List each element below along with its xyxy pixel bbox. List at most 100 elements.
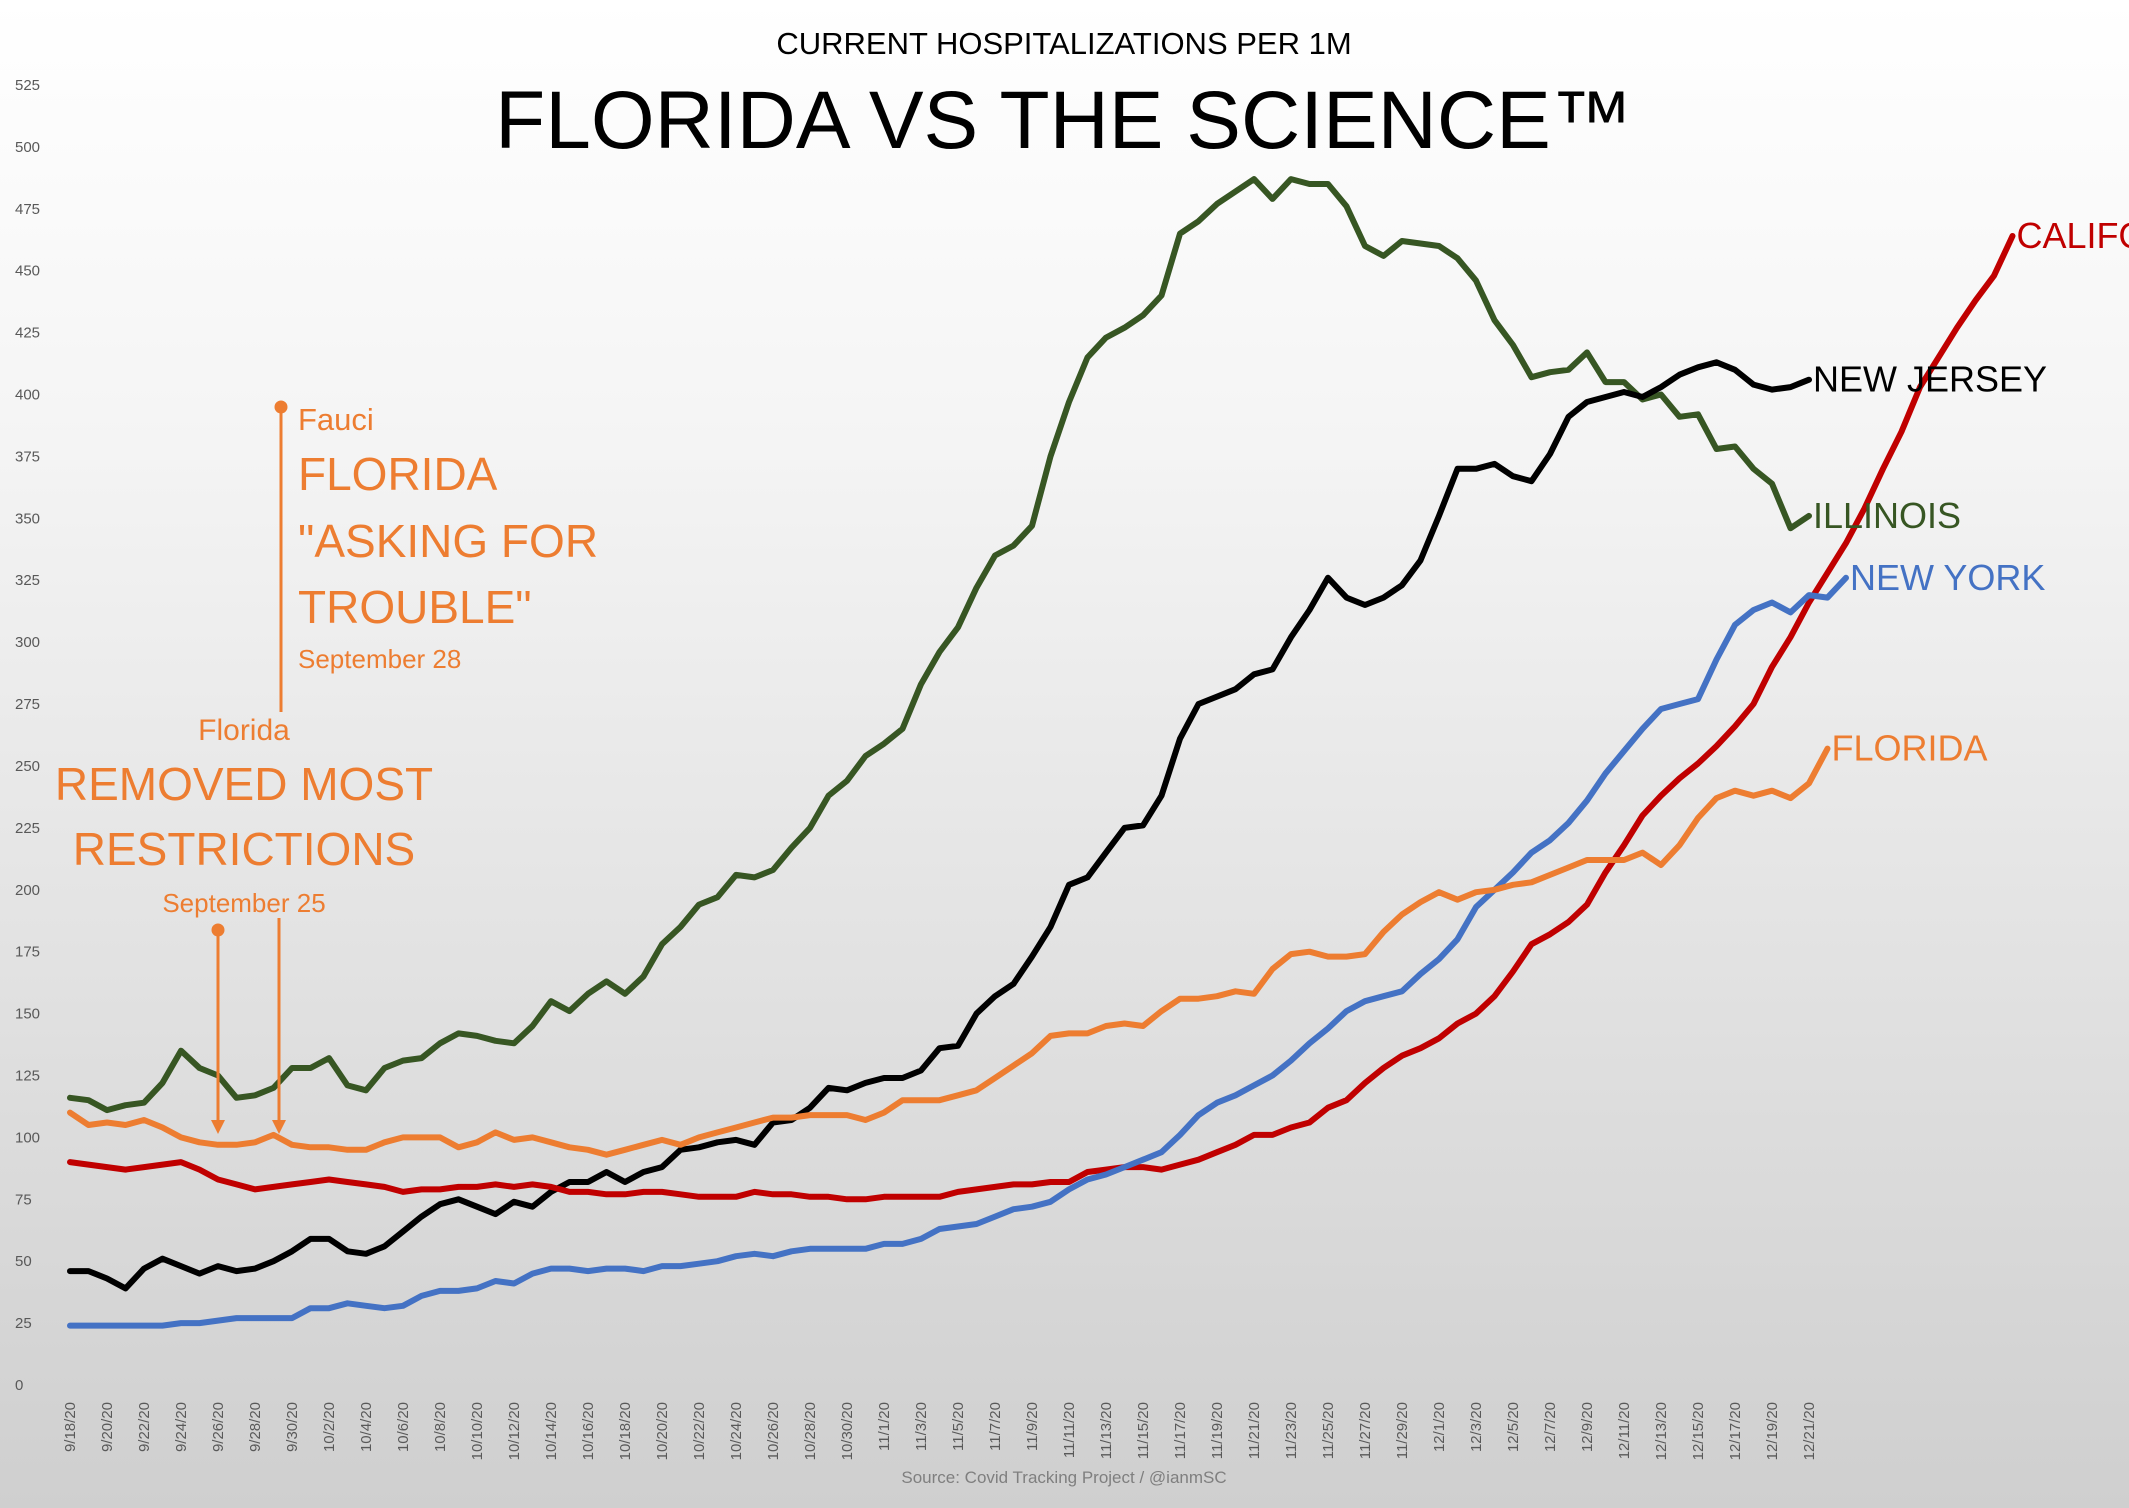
y-tick-label: 125 (15, 1067, 40, 1084)
series-label-california: CALIFORNIA (2017, 215, 2129, 256)
x-tick-label: 11/27/20 (1357, 1402, 1374, 1459)
y-tick-label: 25 (15, 1315, 32, 1332)
x-tick-label: 10/4/20 (358, 1402, 375, 1452)
x-tick-label: 11/17/20 (1172, 1402, 1189, 1459)
y-tick-label: 100 (15, 1129, 40, 1146)
y-tick-label: 175 (15, 944, 40, 961)
y-tick-label: 375 (15, 448, 40, 465)
x-tick-label: 10/20/20 (654, 1402, 671, 1460)
x-tick-label: 12/7/20 (1542, 1402, 1559, 1452)
x-tick-label: 9/26/20 (210, 1402, 227, 1452)
annotation-florida-caps: FLORIDA (298, 448, 498, 500)
x-tick-label: 11/13/20 (1098, 1402, 1115, 1459)
x-tick-label: 11/21/20 (1246, 1402, 1263, 1459)
x-tick-label: 12/5/20 (1505, 1402, 1522, 1452)
annotation-date-sep28: September 28 (298, 644, 461, 674)
series-labels: ILLINOIS NEW JERSEY CALIFORNIA NEW YORK FLOR… (1813, 215, 2129, 769)
y-tick-label: 325 (15, 572, 40, 589)
arrow-sep28-head (272, 1120, 286, 1134)
annotation-fauci: Fauci FLORIDA "ASKING FOR TROUBLE" Septe… (298, 402, 598, 674)
y-tick-label: 250 (15, 758, 40, 775)
y-tick-label: 425 (15, 325, 40, 342)
series-label-florida: FLORIDA (1832, 728, 1988, 769)
y-tick-label: 300 (15, 634, 40, 651)
x-tick-label: 11/1/20 (876, 1402, 893, 1451)
series-line-new-york (67, 574, 1849, 1329)
chart-subtitle: CURRENT HOSPITALIZATIONS PER 1M (776, 26, 1351, 61)
annotation-arrows (211, 400, 288, 1134)
y-tick-label: 50 (15, 1253, 32, 1270)
x-tick-label: 10/24/20 (728, 1402, 745, 1460)
arrow-sep25-dot (211, 923, 225, 937)
y-tick-label: 350 (15, 510, 40, 527)
y-tick-label: 0 (15, 1377, 23, 1394)
x-tick-label: 11/9/20 (1024, 1402, 1041, 1451)
annotation-asking-for: "ASKING FOR (298, 515, 598, 567)
x-tick-label: 12/17/20 (1727, 1402, 1744, 1460)
series-line-california (67, 233, 2016, 1203)
x-tick-label: 12/3/20 (1468, 1402, 1485, 1452)
annotation-fauci-label: Fauci (298, 402, 374, 437)
x-tick-label: 11/11/20 (1061, 1402, 1078, 1458)
x-tick-label: 12/1/20 (1431, 1402, 1448, 1452)
x-tick-label: 11/25/20 (1320, 1402, 1337, 1459)
x-tick-label: 10/10/20 (469, 1402, 486, 1460)
y-axis: 0 25 50 75 100 125 150 175 200 225 250 275 300 325 350… (15, 77, 40, 1394)
x-axis: 9/18/20 9/20/20 9/22/20 9/24/20 9/26/20 9/28/… (62, 1402, 1818, 1460)
x-tick-label: 9/24/20 (173, 1402, 190, 1452)
y-tick-label: 525 (15, 77, 40, 94)
annotation-removed-most: REMOVED MOST (55, 758, 433, 810)
y-tick-label: 475 (15, 201, 40, 218)
x-tick-label: 11/7/20 (987, 1402, 1004, 1451)
x-tick-label: 10/8/20 (432, 1402, 449, 1452)
series-line-florida (67, 745, 1831, 1158)
x-tick-label: 12/11/20 (1616, 1402, 1633, 1459)
series-label-new-jersey: NEW JERSEY (1813, 359, 2047, 400)
arrow-fauci-dot (274, 400, 288, 414)
x-tick-label: 11/19/20 (1209, 1402, 1226, 1459)
series-label-illinois: ILLINOIS (1813, 495, 1961, 536)
series-label-new-york: NEW YORK (1850, 557, 2045, 598)
x-tick-label: 12/15/20 (1690, 1402, 1707, 1460)
x-tick-label: 11/3/20 (913, 1402, 930, 1451)
x-tick-label: 10/28/20 (802, 1402, 819, 1460)
x-tick-label: 12/13/20 (1653, 1402, 1670, 1460)
series-line-new-jersey (67, 359, 1812, 1292)
annotation-trouble: TROUBLE" (298, 581, 532, 633)
arrow-sep25-head (211, 1120, 225, 1134)
annotation-florida-label: Florida (198, 714, 290, 747)
chart-source: Source: Covid Tracking Project / @ianmSC (901, 1468, 1226, 1487)
x-tick-label: 9/30/20 (284, 1402, 301, 1452)
x-tick-label: 9/28/20 (247, 1402, 264, 1452)
x-tick-label: 11/5/20 (950, 1402, 967, 1451)
x-tick-label: 10/30/20 (839, 1402, 856, 1460)
y-tick-label: 450 (15, 263, 40, 280)
y-tick-label: 150 (15, 1006, 40, 1023)
series-line-illinois (67, 176, 1812, 1114)
x-tick-label: 10/18/20 (617, 1402, 634, 1460)
x-tick-label: 9/22/20 (136, 1402, 153, 1452)
chart-title: FLORIDA VS THE SCIENCE™ (495, 75, 1633, 166)
x-tick-label: 10/14/20 (543, 1402, 560, 1460)
x-tick-label: 12/19/20 (1764, 1402, 1781, 1460)
y-tick-label: 75 (15, 1191, 32, 1208)
y-tick-label: 200 (15, 882, 40, 899)
annotation-date-sep25: September 25 (162, 888, 325, 918)
x-tick-label: 11/29/20 (1394, 1402, 1411, 1459)
x-tick-label: 12/21/20 (1801, 1402, 1818, 1460)
x-tick-label: 10/16/20 (580, 1402, 597, 1460)
annotation-restrictions: RESTRICTIONS (73, 823, 415, 875)
y-tick-label: 400 (15, 387, 40, 404)
x-tick-label: 10/26/20 (765, 1402, 782, 1460)
y-tick-label: 225 (15, 820, 40, 837)
x-tick-label: 10/2/20 (321, 1402, 338, 1452)
series-layer (67, 176, 2016, 1329)
y-tick-label: 275 (15, 696, 40, 713)
x-tick-label: 9/20/20 (99, 1402, 116, 1452)
annotation-florida-reopening: Florida REMOVED MOST RESTRICTIONS Septem… (55, 714, 433, 918)
x-tick-label: 11/15/20 (1135, 1402, 1152, 1459)
y-tick-label: 500 (15, 139, 40, 156)
x-tick-label: 10/22/20 (691, 1402, 708, 1460)
